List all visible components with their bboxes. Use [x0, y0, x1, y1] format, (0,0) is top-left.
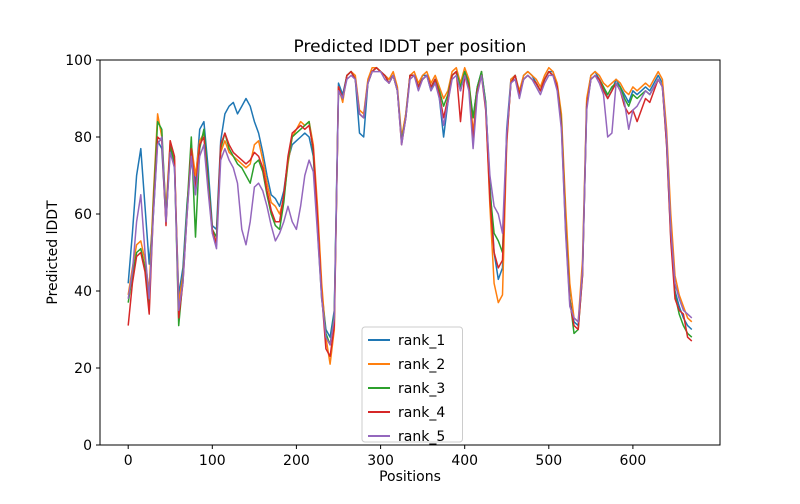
- y-tick-label: 60: [74, 207, 92, 223]
- legend-item-rank_4: rank_4: [368, 405, 445, 421]
- plot-border: [99, 59, 721, 446]
- x-tick-label: 100: [199, 453, 226, 469]
- series-line-rank_5: [127, 70, 693, 346]
- x-tick-label: 500: [535, 453, 562, 469]
- series-line-rank_1: [127, 66, 693, 338]
- y-tick-label: 0: [83, 438, 92, 454]
- legend: rank_1 rank_2 rank_3 rank_4 rank_5: [361, 326, 463, 445]
- legend-item-rank_1: rank_1: [368, 333, 445, 349]
- x-tick-label: 0: [124, 453, 133, 469]
- legend-item-rank_2: rank_2: [368, 357, 445, 373]
- series-line-rank_2: [127, 66, 693, 365]
- x-tick-label: 200: [283, 453, 310, 469]
- legend-label-rank_3: rank_3: [398, 381, 445, 397]
- x-tick-label: 300: [367, 453, 394, 469]
- y-tick-label: 40: [74, 284, 92, 300]
- y-axis-label: Predicted lDDT: [45, 200, 61, 305]
- x-tick-label: 400: [451, 453, 478, 469]
- legend-label-rank_4: rank_4: [398, 405, 445, 421]
- series-line-rank_4: [127, 66, 693, 358]
- y-tick-label: 20: [74, 361, 92, 377]
- legend-item-rank_5: rank_5: [368, 429, 445, 445]
- legend-label-rank_2: rank_2: [398, 357, 445, 373]
- y-tick-label: 80: [74, 130, 92, 146]
- x-axis-label: Positions: [379, 469, 441, 485]
- legend-label-rank_1: rank_1: [398, 333, 445, 349]
- legend-box: [361, 326, 463, 443]
- y-tick-label: 100: [65, 53, 92, 69]
- x-tick-label: 600: [620, 453, 647, 469]
- legend-label-rank_5: rank_5: [398, 429, 445, 445]
- series-line-rank_3: [127, 66, 693, 346]
- chart-title: Predicted lDDT per position: [294, 37, 527, 57]
- legend-item-rank_3: rank_3: [368, 381, 445, 397]
